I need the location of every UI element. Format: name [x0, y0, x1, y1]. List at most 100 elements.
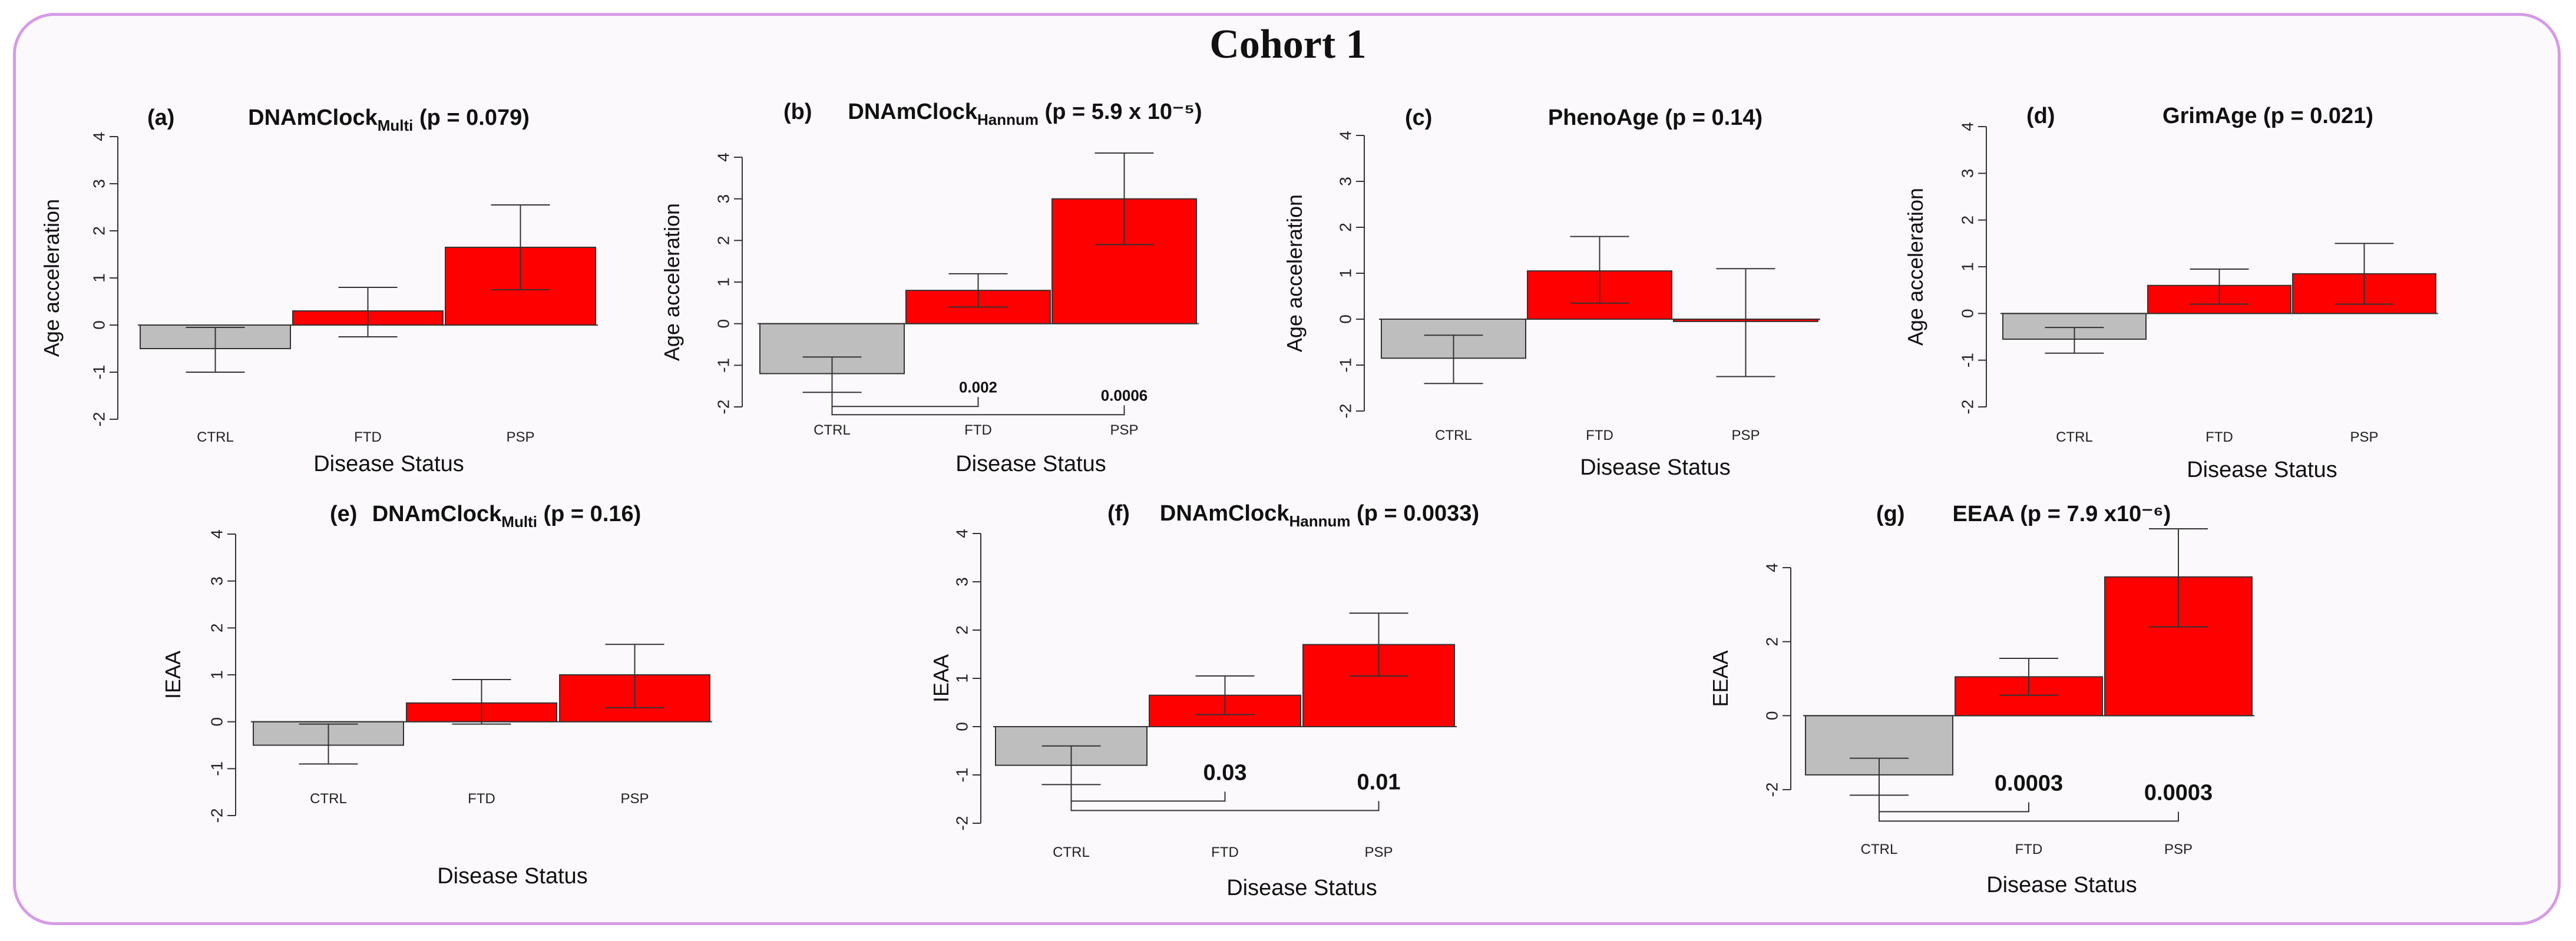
- panel-title: PhenoAge (p = 0.14): [1548, 105, 1762, 130]
- y-tick-label: 0: [90, 320, 108, 330]
- panel-label: (a): [147, 105, 174, 130]
- y-tick-label: 3: [714, 194, 732, 204]
- x-axis-label: Disease Status: [313, 452, 464, 476]
- x-axis-label: Disease Status: [1226, 876, 1377, 900]
- y-tick-label: 4: [90, 132, 108, 141]
- x-axis-label: Disease Status: [1580, 455, 1731, 480]
- y-tick-label: 0: [1336, 314, 1354, 324]
- chart-panel-3: -2 -1 0 1 2 3 4 CTRL FTD PSP Age acceleration Disea…: [1282, 105, 1820, 480]
- panel-title: GrimAge (p = 0.021): [2162, 104, 2373, 128]
- y-tick-label: 0: [207, 717, 226, 727]
- chart-panel-6: -2 -1 0 1 2 3 4 CTRL FTD PSP 0.03 0.01 IEAA Disease S…: [929, 501, 1479, 900]
- y-tick-label: -1: [953, 768, 971, 783]
- significance-bracket: [1070, 784, 1226, 802]
- significance-label: 0.0006: [1101, 386, 1148, 404]
- figure-frame: [13, 13, 2561, 925]
- category-label: FTD: [354, 429, 382, 445]
- y-tick-label: 2: [207, 624, 226, 633]
- y-axis-label: Age acceleration: [660, 203, 684, 361]
- significance-bracket: [831, 392, 979, 407]
- y-tick-label: -1: [1336, 358, 1354, 373]
- y-tick-label: -1: [90, 365, 108, 380]
- y-tick-label: 4: [714, 153, 732, 162]
- significance-label: 0.0003: [2144, 780, 2213, 805]
- y-tick-label: -2: [1762, 783, 1781, 797]
- y-axis-label: Age acceleration: [39, 199, 64, 357]
- y-tick-label: 3: [953, 577, 971, 587]
- x-axis-label: Disease Status: [955, 452, 1106, 476]
- y-tick-label: 0: [953, 722, 971, 731]
- category-label: PSP: [2350, 429, 2378, 445]
- y-tick-label: -2: [953, 816, 971, 831]
- y-tick-label: 2: [953, 625, 971, 635]
- y-tick-label: 3: [1958, 169, 1976, 178]
- y-tick-label: 3: [207, 576, 226, 586]
- significance-bracket: [1879, 795, 2029, 813]
- y-tick-label: -1: [714, 358, 732, 373]
- y-tick-label: -2: [207, 809, 226, 823]
- category-label: CTRL: [197, 429, 234, 445]
- category-label: PSP: [2164, 841, 2193, 857]
- panel-label: (e): [330, 502, 357, 526]
- panel-label: (b): [783, 100, 812, 124]
- category-label: FTD: [964, 422, 992, 438]
- figure-title: Cohort 1: [1209, 22, 1367, 67]
- category-label: CTRL: [1861, 841, 1898, 857]
- x-axis-label: Disease Status: [437, 864, 588, 889]
- category-label: PSP: [1110, 422, 1138, 438]
- panel-label: (d): [2026, 104, 2055, 128]
- y-tick-label: 1: [1958, 262, 1976, 271]
- category-label: PSP: [1731, 428, 1760, 443]
- category-label: CTRL: [1053, 844, 1090, 860]
- y-tick-label: 1: [1336, 269, 1354, 278]
- y-tick-label: 1: [953, 674, 971, 683]
- chart-panel-4: -2 -1 0 1 2 3 4 CTRL FTD PSP Age acceleration Disea…: [1903, 104, 2438, 482]
- y-tick-label: 0: [1958, 309, 1976, 319]
- significance-label: 0.0003: [1995, 771, 2063, 796]
- y-tick-label: 4: [1762, 563, 1781, 572]
- category-label: FTD: [468, 791, 495, 807]
- y-tick-label: 4: [1336, 131, 1354, 140]
- significance-label: 0.002: [959, 378, 997, 396]
- category-label: PSP: [1364, 844, 1393, 860]
- panel-label: (c): [1405, 105, 1432, 130]
- panel-label: (f): [1107, 501, 1130, 526]
- y-tick-label: 0: [714, 319, 732, 329]
- y-tick-label: 1: [90, 273, 108, 283]
- category-label: PSP: [506, 429, 534, 445]
- y-tick-label: 2: [1336, 223, 1354, 232]
- y-tick-label: -2: [90, 412, 108, 427]
- chart-panel-7: -2 0 2 4 CTRL FTD PSP 0.0003 0.0003 EEAA Disease S…: [1708, 502, 2254, 897]
- category-label: FTD: [2205, 429, 2233, 445]
- significance-label: 0.03: [1203, 760, 1247, 785]
- y-axis-label: IEAA: [161, 651, 185, 699]
- y-tick-label: 2: [1762, 637, 1781, 647]
- y-tick-label: -1: [207, 761, 226, 776]
- panel-title: EEAA (p = 7.9 x10⁻⁶): [1953, 502, 2171, 526]
- y-axis-label: Age acceleration: [1903, 188, 1927, 346]
- y-axis-label: IEAA: [929, 654, 953, 703]
- y-tick-label: 2: [90, 226, 108, 236]
- category-label: FTD: [1586, 428, 1613, 443]
- y-axis-label: EEAA: [1708, 650, 1732, 707]
- category-label: PSP: [620, 791, 649, 807]
- panel-title: DNAmClockHannum (p = 5.9 x 10⁻⁵): [848, 100, 1202, 128]
- panel-title: DNAmClockMulti (p = 0.079): [248, 105, 530, 134]
- category-label: CTRL: [2056, 429, 2093, 445]
- x-axis-label: Disease Status: [2187, 458, 2337, 482]
- y-tick-label: 2: [714, 236, 732, 246]
- y-axis-label: Age acceleration: [1282, 194, 1307, 352]
- y-tick-label: 4: [1958, 122, 1976, 131]
- y-tick-label: 4: [207, 529, 226, 539]
- y-tick-label: 3: [90, 179, 108, 188]
- y-tick-label: 1: [207, 670, 226, 680]
- y-tick-label: 2: [1958, 216, 1976, 225]
- chart-panel-2: -2 -1 0 1 2 3 4 CTRL FTD PSP 0.002 0.0006 Age accele…: [660, 100, 1202, 476]
- significance-label: 0.01: [1357, 770, 1401, 794]
- y-tick-label: -1: [1958, 353, 1976, 367]
- significance-bracket: [1070, 784, 1380, 811]
- chart-panel-1: -2 -1 0 1 2 3 4 CTRL FTD PSP Age acceleration Disea…: [39, 105, 598, 476]
- category-label: FTD: [2015, 841, 2043, 857]
- category-label: CTRL: [310, 791, 347, 807]
- y-tick-label: -2: [714, 400, 732, 415]
